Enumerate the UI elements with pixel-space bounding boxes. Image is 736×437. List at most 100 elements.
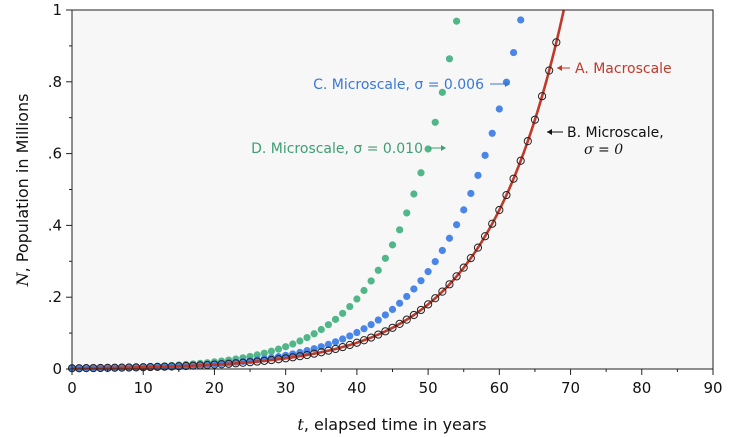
series-c-point <box>360 325 368 333</box>
series-c-point <box>488 129 496 137</box>
series-b-point <box>459 263 468 272</box>
series-c-point <box>495 105 503 113</box>
series-d-point <box>310 330 318 338</box>
series-c-point <box>417 277 425 285</box>
series-d-point <box>431 118 439 126</box>
series-b-point <box>374 330 383 339</box>
series-b-point <box>345 340 354 350</box>
series-d-point <box>324 321 332 329</box>
annotation-d: D. Microscale, σ = 0.010 <box>251 141 446 157</box>
x-tick-label: 30 <box>276 379 295 397</box>
x-tick-label: 0 <box>67 379 77 397</box>
series-c-point <box>517 16 525 24</box>
annotation-a: A. Macroscale <box>557 61 672 77</box>
series-d-point <box>381 254 389 262</box>
series-d-point <box>317 325 325 334</box>
svg-text:σ = 0: σ = 0 <box>584 142 623 158</box>
series-d-point <box>403 209 411 217</box>
ticks-layer: 0 10 20 30 40 50 60 70 80 90 0 .2 .4 .6 .8 1 <box>48 1 723 397</box>
series-d-point <box>289 340 297 348</box>
series-b-point <box>395 319 404 329</box>
series-b-point <box>381 327 390 336</box>
series-b-point <box>545 66 554 75</box>
series-c-point <box>396 299 404 307</box>
series-d-point <box>360 286 368 295</box>
series-c-point <box>474 171 482 179</box>
series-d-point <box>367 277 375 285</box>
series-c-point <box>381 311 389 319</box>
series-layer <box>67 9 566 373</box>
series-c-point <box>317 343 325 351</box>
y-tick-label: 1 <box>52 1 62 19</box>
series-b-point <box>452 272 461 281</box>
series-c-point <box>509 48 518 57</box>
series-c-point <box>453 221 461 229</box>
series-d-point <box>274 345 283 353</box>
series-d-point <box>453 17 461 25</box>
x-tick-label: 70 <box>561 379 580 397</box>
series-b-point <box>502 190 511 200</box>
series-c-point <box>303 347 311 355</box>
series-b-point <box>530 115 540 124</box>
series-d-point <box>445 55 454 63</box>
series-c-point <box>367 321 375 329</box>
series-b-point <box>388 323 397 332</box>
annotation-c: C. Microscale, σ = 0.006 <box>313 77 510 93</box>
series-d-point <box>339 309 347 317</box>
series-b-point <box>537 92 547 101</box>
series-d-point <box>296 337 304 345</box>
series-c-point <box>410 285 418 293</box>
x-tick-label: 50 <box>419 379 438 397</box>
series-d-point <box>260 349 268 357</box>
series-d-point <box>388 241 397 249</box>
y-tick-label: .4 <box>48 216 62 234</box>
y-tick-label: .6 <box>48 145 62 163</box>
series-b-point <box>495 205 504 215</box>
svg-text:C. Microscale, σ = 0.006: C. Microscale, σ = 0.006 <box>313 77 484 93</box>
series-b-point <box>488 219 497 228</box>
series-d-point <box>331 315 340 323</box>
y-tick-label: .8 <box>48 73 62 91</box>
x-axis-label: t, elapsed time in years <box>297 415 486 434</box>
series-c-point <box>445 234 454 242</box>
series-b-point <box>431 294 440 303</box>
series-b-point <box>466 253 475 263</box>
series-c-point <box>403 292 411 301</box>
x-tick-label: 40 <box>347 379 366 397</box>
series-c-point <box>324 340 332 348</box>
series-d-point <box>410 190 418 198</box>
series-d-point <box>282 343 290 351</box>
y-tick-label: .2 <box>48 288 62 306</box>
y-axis-label: N, Population in Millions <box>13 94 32 288</box>
series-c-point <box>374 316 382 324</box>
series-b-point <box>445 280 454 289</box>
series-b-point <box>352 338 361 347</box>
y-tick-label: 0 <box>52 360 62 378</box>
series-b-point <box>523 137 532 146</box>
series-d-point <box>417 169 425 177</box>
series-b-point <box>367 333 376 342</box>
series-b-point <box>424 300 433 309</box>
svg-text:D. Microscale, σ = 0.010: D. Microscale, σ = 0.010 <box>251 141 423 157</box>
series-d-point <box>374 266 382 274</box>
x-tick-label: 90 <box>703 379 722 397</box>
series-d-point <box>346 302 354 311</box>
series-c-point <box>346 332 354 340</box>
series-c-point <box>467 189 475 198</box>
series-b-point <box>409 310 418 320</box>
series-c-point <box>431 257 439 266</box>
svg-text:B. Microscale,: B. Microscale, <box>567 125 664 141</box>
series-c-point <box>481 151 489 159</box>
series-b-point <box>402 315 411 324</box>
series-d-point <box>267 347 276 355</box>
series-b-point <box>473 243 483 252</box>
svg-text:A. Macroscale: A. Macroscale <box>575 61 672 77</box>
x-tick-label: 10 <box>134 379 153 397</box>
series-c-point <box>388 305 397 313</box>
series-b-point <box>359 336 369 345</box>
x-tick-label: 60 <box>490 379 509 397</box>
series-b-point <box>516 156 525 165</box>
series-b-point <box>509 174 518 183</box>
series-b-point <box>438 287 447 296</box>
